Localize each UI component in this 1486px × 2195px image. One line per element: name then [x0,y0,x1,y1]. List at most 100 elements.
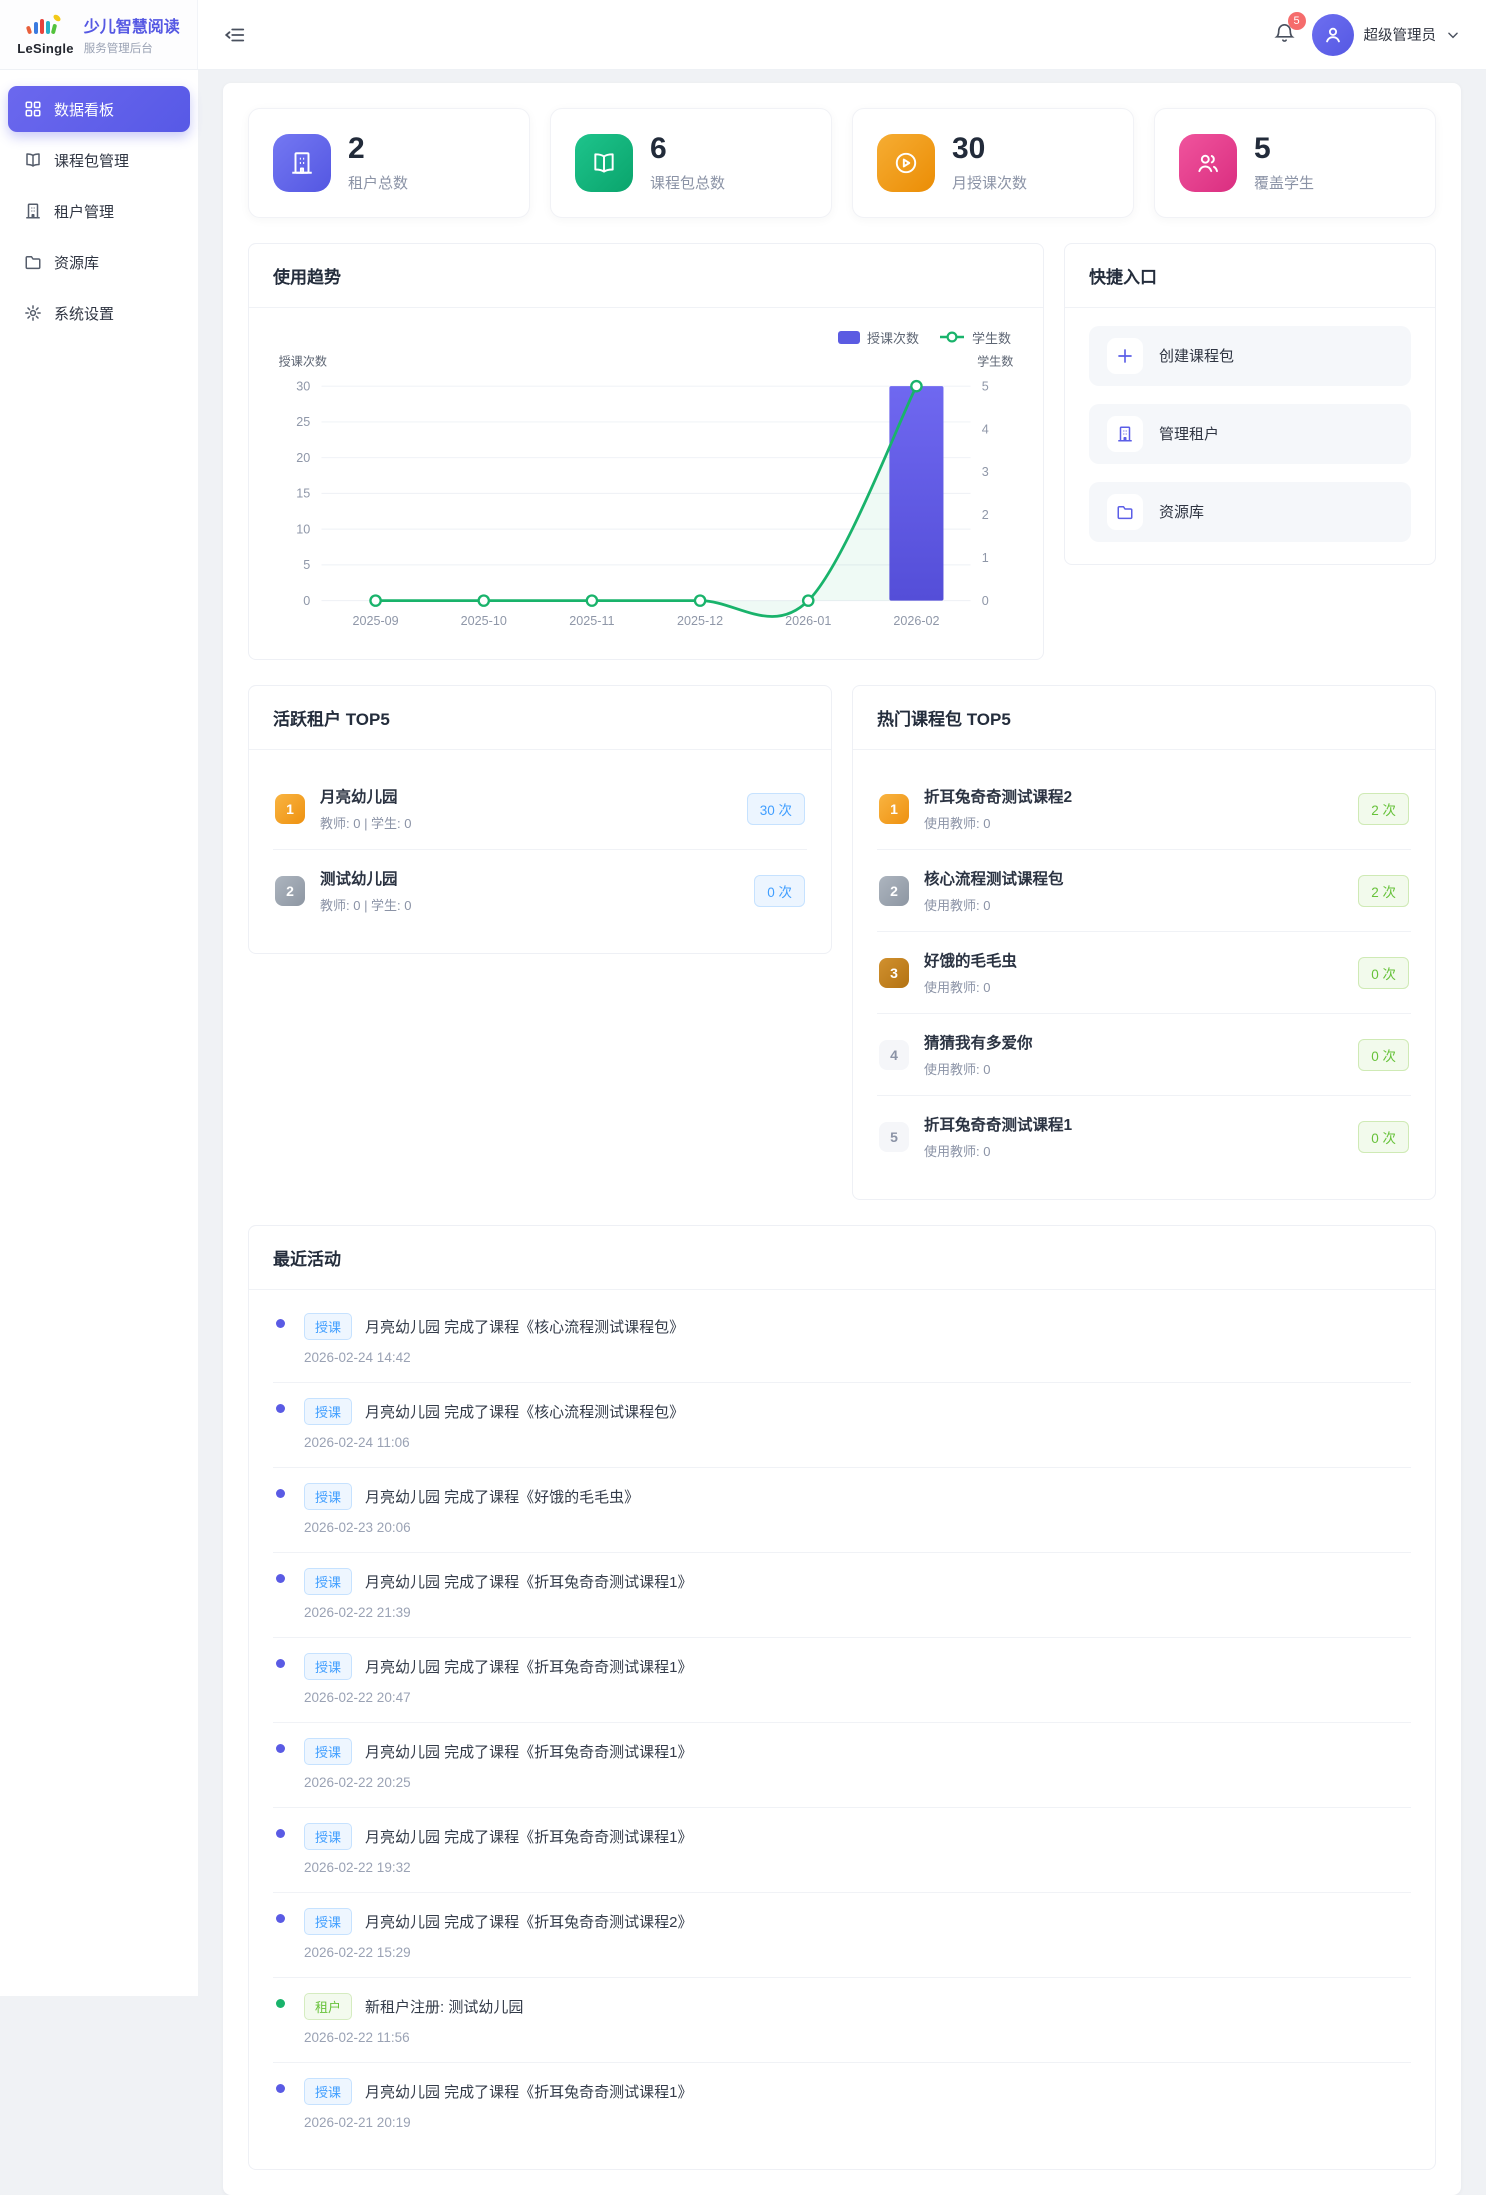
activity-timestamp: 2026-02-21 20:19 [304,2115,411,2131]
rank-badge: 1 [275,793,305,824]
activity-item: 授课 月亮幼儿园 完成了课程《折耳兔奇奇测试课程1》 2026-02-22 19… [273,1808,1411,1894]
activity-type-badge: 授课 [304,1483,353,1511]
tenant-name: 测试幼儿园 [320,871,398,889]
sidebar-item-label: 系统设置 [54,305,115,323]
stat-card-lessons: 30 月授课次数 [852,108,1134,218]
stat-value: 6 [650,132,667,165]
svg-text:2: 2 [982,508,989,522]
people-icon [1179,133,1237,192]
usage-count-badge: 30 次 [746,792,805,825]
stat-cards-row: 2 租户总数 6 课程包总数 [248,108,1436,218]
activity-item: 授课 月亮幼儿园 完成了课程《折耳兔奇奇测试课程2》 2026-02-22 15… [273,1893,1411,1979]
svg-text:20: 20 [296,450,310,464]
activity-timestamp: 2026-02-22 20:25 [304,1775,411,1791]
stat-label: 租户总数 [348,174,409,192]
hot-packages-title: 热门课程包 TOP5 [877,710,1011,730]
lesingle-logo: LeSingle 少儿智慧阅读 服务管理后台 [0,0,198,69]
activity-text: 月亮幼儿园 完成了课程《折耳兔奇奇测试课程1》 [365,2084,693,2102]
usage-count-badge: 0 次 [1358,1038,1409,1071]
stat-card-students: 5 覆盖学生 [1154,108,1436,218]
quick-entry-title: 快捷入口 [1089,267,1157,287]
quick-item-label: 管理租户 [1159,426,1220,443]
activity-text: 月亮幼儿园 完成了课程《折耳兔奇奇测试课程1》 [365,1829,693,1847]
stat-card-tenants: 2 租户总数 [248,108,530,218]
sidebar-collapse-button[interactable] [224,24,246,46]
recent-activities-title: 最近活动 [273,1250,341,1270]
activity-type-badge: 授课 [304,1738,353,1766]
tenant-name: 月亮幼儿园 [320,789,398,807]
gear-icon [24,304,42,322]
sidebar-item-dashboard[interactable]: 数据看板 [8,86,190,132]
app-subtitle: 服务管理后台 [83,43,153,55]
sidebar-item-label: 课程包管理 [54,152,130,170]
main-content: 2 租户总数 6 课程包总数 [198,70,1486,2195]
chart-legend: 授课次数 学生数 [273,326,1019,347]
usage-count-badge: 2 次 [1358,874,1409,907]
activity-timestamp: 2026-02-22 21:39 [304,1605,411,1621]
logo-mark-icon [24,14,66,41]
svg-text:2025-10: 2025-10 [461,613,507,627]
activity-text: 月亮幼儿园 完成了课程《核心流程测试课程包》 [365,1404,685,1422]
svg-text:2026-01: 2026-01 [785,613,831,627]
sidebar: 数据看板 课程包管理 租户管理 资源库 [0,70,198,1996]
user-name: 超级管理员 [1363,28,1437,44]
svg-text:25: 25 [296,415,310,429]
usage-trend-card: 使用趋势 授课次数 [248,242,1044,661]
activity-dot [276,1319,285,1329]
quick-item-resources[interactable]: 资源库 [1089,481,1411,542]
quick-item-create-package[interactable]: 创建课程包 [1089,325,1411,386]
activities-list: 授课 月亮幼儿园 完成了课程《核心流程测试课程包》 2026-02-24 14:… [249,1290,1435,2169]
stat-label: 月授课次数 [952,174,1028,192]
svg-text:2025-11: 2025-11 [569,613,614,627]
activity-item: 租户 新租户注册: 测试幼儿园 2026-02-22 11:56 [273,1978,1411,2064]
activity-item: 授课 月亮幼儿园 完成了课程《核心流程测试课程包》 2026-02-24 11:… [273,1383,1411,1469]
package-list-item: 5 折耳兔奇奇测试课程1 使用教师: 0 0 次 [877,1096,1411,1177]
svg-text:10: 10 [296,522,310,536]
usage-trend-title: 使用趋势 [273,267,341,287]
package-meta: 使用教师: 0 [924,816,991,832]
package-meta: 使用教师: 0 [924,1062,991,1078]
sidebar-item-tenants[interactable]: 租户管理 [8,188,190,234]
activity-dot [276,1404,285,1414]
activity-type-badge: 授课 [304,1823,353,1851]
building-icon [1107,415,1143,452]
activity-timestamp: 2026-02-24 11:06 [304,1435,410,1451]
activity-timestamp: 2026-02-22 15:29 [304,1945,411,1961]
activity-timestamp: 2026-02-23 20:06 [304,1520,411,1536]
active-tenants-title: 活跃租户 TOP5 [273,710,390,730]
activity-timestamp: 2026-02-24 14:42 [304,1350,411,1366]
rank-badge: 4 [879,1039,909,1070]
quick-item-manage-tenants[interactable]: 管理租户 [1089,403,1411,464]
activity-type-badge: 授课 [304,1568,353,1596]
legend-item-bar: 授课次数 [837,328,919,347]
user-menu[interactable]: 超级管理员 [1311,13,1461,56]
bar-swatch [837,330,860,344]
sidebar-item-settings[interactable]: 系统设置 [8,290,190,336]
recent-activities-card: 最近活动 授课 月亮幼儿园 完成了课程《核心流程测试课程包》 2026-02-2… [248,1225,1436,2171]
activity-text: 月亮幼儿园 完成了课程《核心流程测试课程包》 [365,1319,685,1337]
tenant-list-item: 2 测试幼儿园 教师: 0 | 学生: 0 0 次 [273,850,807,931]
activity-dot [276,1829,285,1839]
notification-bell-icon[interactable]: 5 [1273,11,1306,49]
hot-packages-card: 热门课程包 TOP5 1 折耳兔奇奇测试课程2 使用教师: 0 2 次 [852,685,1436,1201]
rank-badge: 5 [879,1121,909,1152]
activity-type-badge: 授课 [304,1653,353,1681]
activity-timestamp: 2026-02-22 20:47 [304,1690,411,1706]
package-name: 折耳兔奇奇测试课程2 [924,789,1073,807]
package-list-item: 2 核心流程测试课程包 使用教师: 0 2 次 [877,850,1411,933]
tenant-meta: 教师: 0 | 学生: 0 [320,898,412,914]
rank-badge: 2 [275,875,305,906]
rank-badge: 2 [879,875,909,906]
activity-dot [276,1999,285,2009]
sidebar-item-course-packages[interactable]: 课程包管理 [8,137,190,183]
usage-count-badge: 0 次 [1358,1120,1409,1153]
activity-timestamp: 2026-02-22 19:32 [304,1860,411,1876]
brand-name: LeSingle [17,40,74,56]
package-name: 好饿的毛毛虫 [924,953,1018,971]
stat-label: 课程包总数 [650,174,726,192]
sidebar-item-resources[interactable]: 资源库 [8,239,190,285]
activity-type-badge: 授课 [304,1398,353,1426]
sidebar-item-label: 资源库 [54,254,100,272]
activity-text: 月亮幼儿园 完成了课程《好饿的毛毛虫》 [365,1489,640,1507]
svg-text:3: 3 [982,465,989,479]
